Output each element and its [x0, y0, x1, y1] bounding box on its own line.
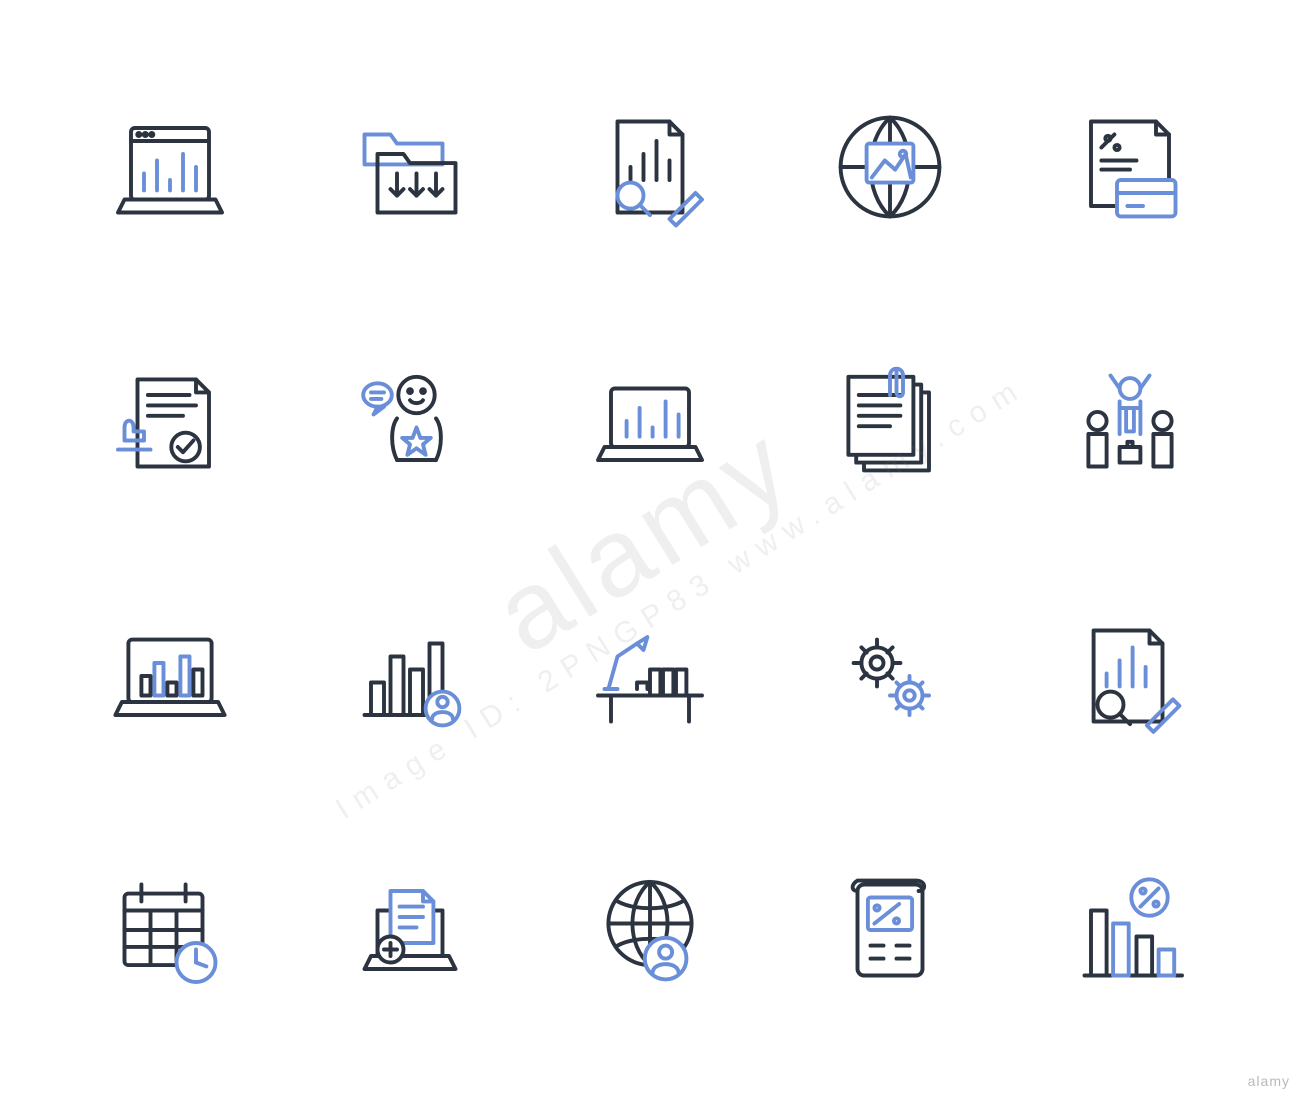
person-chat-star-icon — [290, 294, 530, 548]
report-search-edit-icon — [530, 40, 770, 294]
report-search-edit2-icon — [1010, 549, 1250, 803]
corner-brand: alamy — [1248, 1073, 1290, 1089]
laptop-analytics-icon — [50, 40, 290, 294]
laptop-bars2-icon — [50, 549, 290, 803]
gears-icon — [770, 549, 1010, 803]
calendar-clock-icon — [50, 803, 290, 1057]
calculator-percent-icon — [770, 803, 1010, 1057]
laptop-bars-icon — [530, 294, 770, 548]
invoice-card-icon — [1010, 40, 1250, 294]
globe-user-icon — [530, 803, 770, 1057]
globe-image-icon — [770, 40, 1010, 294]
desk-lamp-icon — [530, 549, 770, 803]
folders-download-icon — [290, 40, 530, 294]
stamp-approve-icon — [50, 294, 290, 548]
documents-clip-icon — [770, 294, 1010, 548]
bars-user-icon — [290, 549, 530, 803]
icon-grid — [0, 0, 1300, 1097]
bars-percent-icon — [1010, 803, 1250, 1057]
team-leader-icon — [1010, 294, 1250, 548]
laptop-doc-add-icon — [290, 803, 530, 1057]
